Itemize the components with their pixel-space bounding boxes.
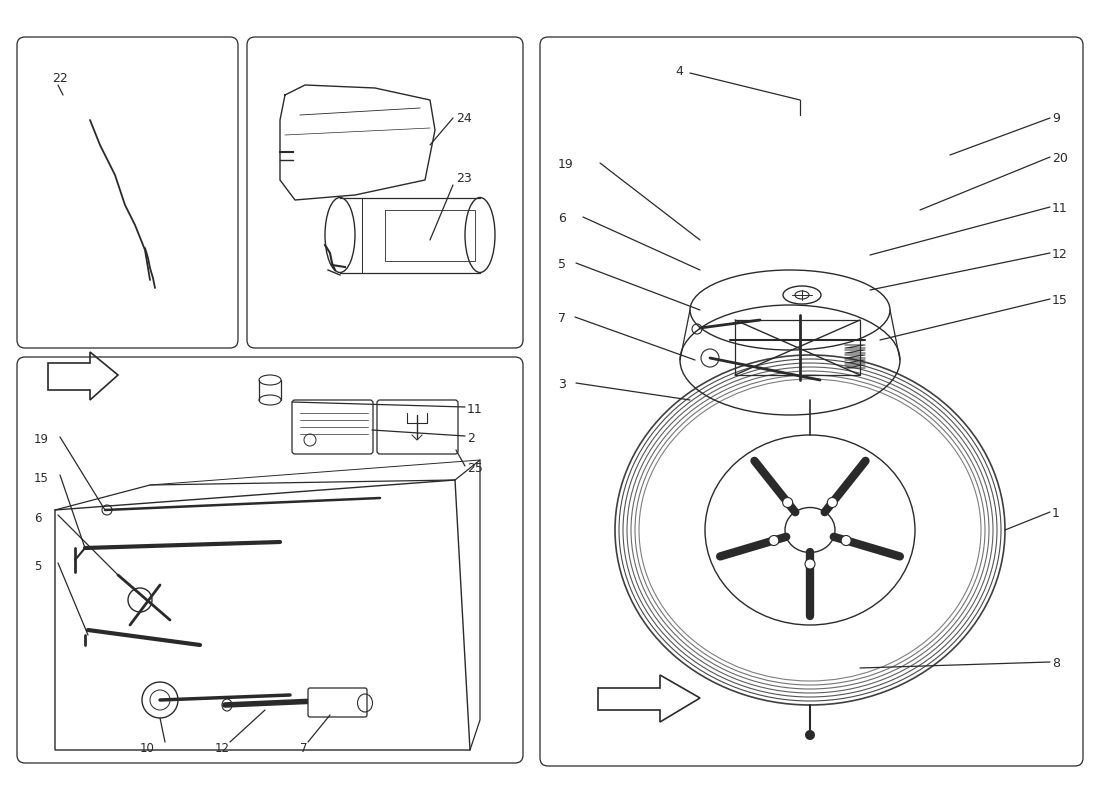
Text: 20: 20 <box>1052 152 1068 165</box>
Text: 25: 25 <box>468 462 483 475</box>
Text: 5: 5 <box>34 560 42 573</box>
FancyBboxPatch shape <box>308 688 367 717</box>
Text: 10: 10 <box>140 742 155 755</box>
FancyBboxPatch shape <box>16 357 522 763</box>
Text: 3: 3 <box>558 378 565 391</box>
Circle shape <box>805 559 815 569</box>
Text: 12: 12 <box>1052 248 1068 261</box>
Text: 6: 6 <box>34 512 42 525</box>
Text: 19: 19 <box>558 158 574 171</box>
Text: 9: 9 <box>1052 112 1060 125</box>
Text: 7: 7 <box>558 312 566 325</box>
Text: 11: 11 <box>1052 202 1068 215</box>
Text: 8: 8 <box>1052 657 1060 670</box>
Text: 7: 7 <box>300 742 308 755</box>
Text: 11: 11 <box>468 403 483 416</box>
Text: 23: 23 <box>456 172 472 185</box>
Text: a part: a part <box>222 556 338 604</box>
Circle shape <box>805 730 815 740</box>
FancyBboxPatch shape <box>540 37 1084 766</box>
Text: 5: 5 <box>558 258 566 271</box>
Text: 22: 22 <box>52 72 68 85</box>
Text: 2: 2 <box>468 432 475 445</box>
Text: 12: 12 <box>214 742 230 755</box>
Text: 4: 4 <box>675 65 683 78</box>
Circle shape <box>842 535 851 546</box>
Circle shape <box>783 498 793 507</box>
Text: 19: 19 <box>34 433 50 446</box>
Text: for parts since 1985: for parts since 1985 <box>695 534 945 606</box>
Circle shape <box>769 535 779 546</box>
FancyBboxPatch shape <box>16 37 238 348</box>
FancyBboxPatch shape <box>377 400 458 454</box>
Text: a part: a part <box>741 494 898 566</box>
Text: 15: 15 <box>1052 294 1068 307</box>
Text: 6: 6 <box>558 212 565 225</box>
Circle shape <box>827 498 837 507</box>
FancyBboxPatch shape <box>248 37 522 348</box>
Text: 24: 24 <box>456 112 472 125</box>
FancyBboxPatch shape <box>292 400 373 454</box>
Text: 1: 1 <box>1052 507 1060 520</box>
Text: 15: 15 <box>34 472 48 485</box>
Text: for parts since 1985: for parts since 1985 <box>186 586 374 630</box>
